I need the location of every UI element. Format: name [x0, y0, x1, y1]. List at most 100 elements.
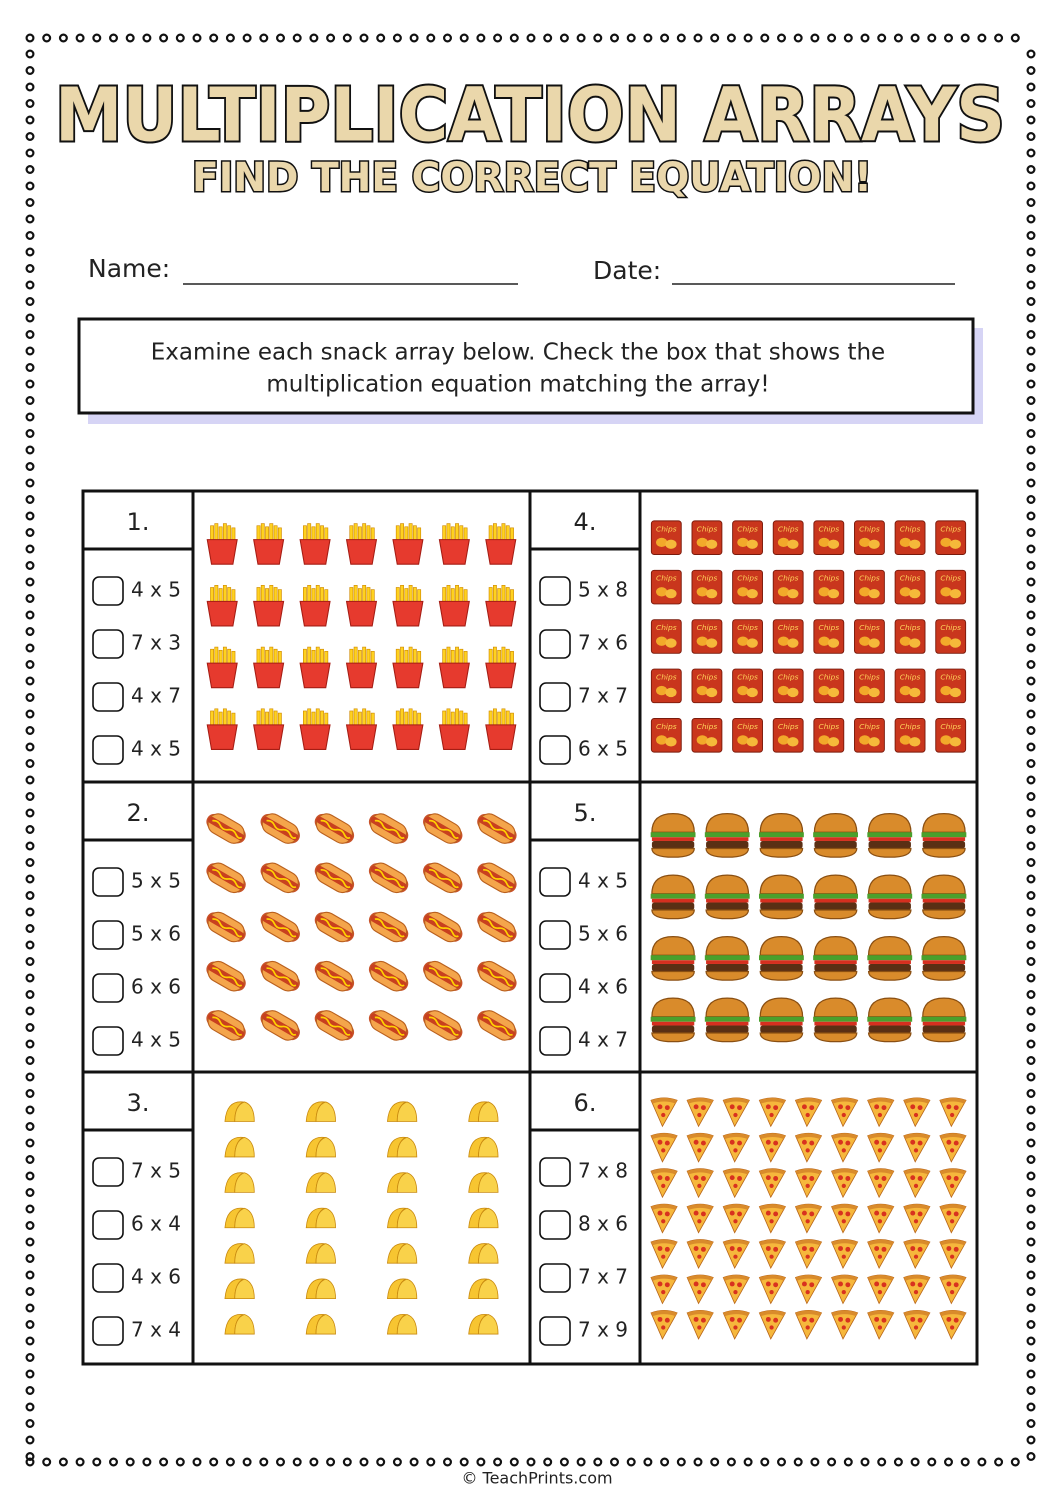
snack-icon — [299, 646, 331, 689]
border-dot — [25, 98, 35, 108]
option: 7 x 5 — [131, 1159, 181, 1183]
border-dot — [1026, 148, 1036, 158]
border-dot — [259, 1457, 269, 1467]
snack-icon — [691, 718, 723, 753]
snack-icon — [758, 935, 805, 981]
border-dot — [1026, 1204, 1036, 1214]
border-dot — [1026, 593, 1036, 603]
checkbox — [539, 1157, 571, 1187]
border-dot — [1026, 626, 1036, 636]
border-dot — [459, 33, 469, 43]
border-dot — [25, 1457, 35, 1467]
border-dot — [359, 33, 369, 43]
border-dot — [943, 33, 953, 43]
border-dot — [92, 1457, 102, 1467]
border-dot — [409, 1457, 419, 1467]
border-dot — [693, 33, 703, 43]
border-dot — [994, 33, 1004, 43]
border-dot — [1026, 264, 1036, 274]
checkbox — [539, 1316, 571, 1346]
checkbox — [92, 973, 124, 1003]
border-dot — [25, 824, 35, 834]
border-dot — [1026, 643, 1036, 653]
border-dot — [25, 659, 35, 669]
problem: 5. 4 x 5 5 x 6 4 x 6 4 x 7 — [530, 780, 977, 1072]
border-dot — [1026, 1072, 1036, 1082]
border-dot — [526, 1457, 536, 1467]
snack-icon — [854, 619, 885, 654]
border-dot — [1026, 1105, 1036, 1115]
checkbox — [539, 629, 571, 659]
snack-icon — [732, 569, 763, 605]
snack-icon — [732, 520, 763, 555]
border-dot — [25, 1336, 35, 1346]
checkbox — [92, 1210, 124, 1240]
border-dot — [25, 478, 35, 488]
border-dot — [760, 1457, 770, 1467]
checkbox — [92, 576, 124, 606]
snack-icon — [758, 812, 805, 858]
snack-icon — [485, 584, 517, 627]
border-dot — [58, 33, 68, 43]
border-dot — [25, 874, 35, 884]
border-dot — [660, 1457, 670, 1467]
border-dot — [977, 33, 987, 43]
checkbox — [92, 1263, 124, 1293]
border-dot — [810, 33, 820, 43]
border-dot — [459, 1457, 469, 1467]
border-dot — [25, 1171, 35, 1181]
border-dot — [860, 33, 870, 43]
border-dot — [1026, 791, 1036, 801]
border-dot — [25, 33, 35, 43]
option: 7 x 7 — [578, 684, 628, 708]
problem-number: 2. — [127, 799, 150, 827]
checkbox — [92, 1026, 124, 1056]
border-dot — [25, 1303, 35, 1313]
option: 6 x 4 — [131, 1212, 181, 1236]
border-dot — [1026, 1336, 1036, 1346]
option: 4 x 6 — [578, 975, 628, 999]
border-dot — [242, 1457, 252, 1467]
border-dot — [676, 33, 686, 43]
border-dot — [493, 1457, 503, 1467]
border-dot — [25, 1187, 35, 1197]
border-dot — [1026, 577, 1036, 587]
snack-icon — [691, 520, 723, 555]
snack-icon — [346, 646, 377, 689]
border-dot — [910, 33, 920, 43]
checkbox — [92, 682, 124, 712]
border-dot — [159, 33, 169, 43]
border-dot — [108, 33, 118, 43]
snack-icon — [485, 708, 517, 750]
snack-icon — [650, 812, 697, 858]
snack-icon — [206, 584, 238, 627]
border-dot — [1026, 841, 1036, 851]
border-dot — [1026, 1039, 1036, 1049]
border-dot — [1026, 247, 1036, 257]
checkbox — [539, 682, 571, 712]
border-dot — [1026, 495, 1036, 505]
checkbox — [92, 920, 124, 950]
border-dot — [860, 1457, 870, 1467]
border-dot — [25, 1402, 35, 1412]
border-dot — [543, 33, 553, 43]
problem-number: 1. — [127, 508, 150, 536]
border-dot — [142, 33, 152, 43]
snack-icon — [758, 997, 805, 1043]
border-dot — [25, 214, 35, 224]
border-dot — [1026, 49, 1036, 59]
border-dot — [960, 1457, 970, 1467]
option: 6 x 6 — [131, 975, 181, 999]
option: 4 x 7 — [578, 1028, 628, 1052]
border-dot — [743, 33, 753, 43]
border-dot — [509, 33, 519, 43]
border-dot — [25, 923, 35, 933]
border-dot — [276, 33, 286, 43]
border-dot — [476, 33, 486, 43]
border-dot — [25, 1352, 35, 1362]
border-dot — [25, 1039, 35, 1049]
snack-icon — [704, 812, 751, 858]
border-dot — [609, 1457, 619, 1467]
border-dot — [342, 33, 352, 43]
instruction-box — [77, 317, 975, 415]
